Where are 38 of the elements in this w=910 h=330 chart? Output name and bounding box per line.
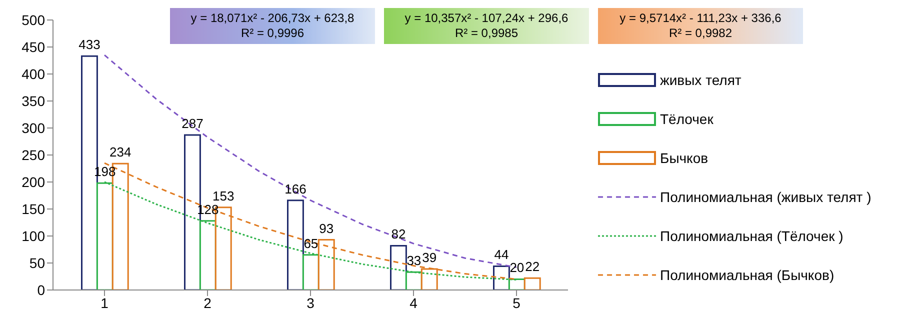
data-label: 153 (212, 188, 234, 204)
legend-label: Бычков (660, 150, 708, 166)
data-label: 44 (494, 247, 509, 262)
data-label: 166 (284, 181, 306, 196)
data-label: 65 (304, 236, 318, 251)
y-tick-label: 50 (29, 254, 46, 271)
legend-label: Тёлочек (660, 110, 714, 126)
y-tick-label: 200 (22, 174, 46, 190)
y-tick-label: 450 (22, 38, 46, 55)
data-label: 33 (406, 253, 422, 268)
y-tick-label: 350 (22, 92, 46, 109)
y-tick-label: 100 (22, 228, 46, 244)
data-label: 93 (319, 220, 334, 236)
data-label: 433 (78, 37, 100, 52)
data-label: 287 (182, 116, 204, 132)
y-tick-label: 150 (22, 200, 46, 217)
y-tick-label: 0 (37, 282, 46, 298)
y-tick-label: 250 (22, 146, 46, 163)
x-tick-label: 3 (306, 294, 315, 311)
x-tick-label: 2 (204, 294, 212, 311)
equation-box: y = 9,5714x² - 111,23x + 336,6 R² = 0,9982 (598, 8, 803, 44)
data-label: 20 (510, 260, 524, 276)
data-label: 22 (525, 259, 540, 274)
legend-label: Полиномиальная (живых телят ) (660, 188, 872, 204)
y-tick-label: 400 (22, 66, 46, 82)
x-tick-label: 4 (410, 294, 418, 311)
data-label: 234 (110, 144, 132, 160)
legend-label: Полиномиальная (Тёлочек ) (660, 228, 844, 244)
legend-label: Полиномиальная (Бычков) (660, 266, 834, 282)
equation-box: y = 10,357x² - 107,24x + 296,6 R² = 0,9985 (384, 8, 589, 44)
y-tick-label: 300 (22, 120, 46, 136)
y-tick-label: 500 (22, 12, 46, 28)
equation-box: y = 18,071x² - 206,73x + 623,8 R² = 0,9996 (170, 8, 375, 44)
x-tick-label: 1 (100, 294, 109, 311)
legend-label: живых телят (660, 72, 742, 88)
x-tick-label: 5 (512, 294, 521, 311)
data-label: 39 (422, 250, 437, 265)
data-label: 82 (391, 226, 406, 242)
